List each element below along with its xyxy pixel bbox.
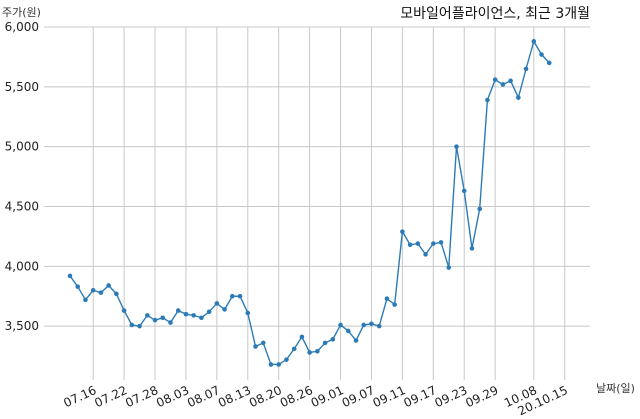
- x-axis-label: 날짜(일): [596, 381, 635, 395]
- data-point: [508, 78, 513, 84]
- data-point: [299, 334, 305, 340]
- grid: [44, 26, 590, 380]
- data-point: [431, 241, 436, 246]
- data-point: [315, 348, 320, 354]
- data-point: [121, 308, 127, 313]
- data-point: [175, 308, 181, 313]
- data-point: [206, 309, 212, 315]
- data-point: [152, 317, 158, 323]
- data-point: [423, 252, 428, 257]
- data-point: [539, 52, 544, 57]
- y-tick-label: 3,500: [5, 319, 39, 333]
- data-point: [222, 307, 227, 312]
- data-point: [369, 321, 374, 327]
- data-point: [438, 240, 444, 245]
- y-tick-label: 6,000: [5, 20, 39, 34]
- data-point: [531, 39, 537, 44]
- price-series: [67, 39, 552, 367]
- data-point: [291, 346, 297, 352]
- data-point: [75, 284, 81, 289]
- data-point: [98, 290, 104, 295]
- data-point: [137, 323, 142, 329]
- data-point: [168, 320, 173, 325]
- data-point: [461, 188, 467, 194]
- data-point: [523, 66, 529, 72]
- data-point: [237, 293, 243, 299]
- data-point: [83, 297, 88, 303]
- data-point: [392, 302, 397, 307]
- data-point: [129, 322, 135, 328]
- data-point: [191, 313, 196, 318]
- data-point: [307, 350, 312, 355]
- data-point: [485, 97, 490, 103]
- data-point: [454, 144, 459, 149]
- data-point: [67, 273, 73, 279]
- data-point: [338, 322, 343, 328]
- data-point: [415, 241, 421, 246]
- data-point: [516, 95, 521, 100]
- data-point: [260, 340, 266, 346]
- data-point: [106, 283, 111, 288]
- data-point: [361, 322, 367, 328]
- data-point: [477, 206, 482, 212]
- data-point: [384, 296, 390, 301]
- data-point: [407, 242, 413, 248]
- data-point: [353, 338, 359, 343]
- data-point: [376, 323, 382, 329]
- data-point: [276, 362, 282, 367]
- data-point: [330, 337, 336, 342]
- y-tick-label: 4,000: [5, 259, 39, 273]
- y-tick-label: 5,500: [5, 80, 39, 94]
- data-point: [145, 313, 150, 318]
- data-point: [90, 287, 96, 293]
- data-point: [345, 328, 351, 334]
- data-point: [268, 362, 274, 367]
- data-point: [446, 265, 452, 270]
- data-point: [469, 246, 475, 251]
- data-point: [400, 229, 405, 234]
- y-tick-label: 4,500: [5, 199, 39, 213]
- data-point: [322, 340, 328, 346]
- data-point: [253, 344, 258, 349]
- y-tick-label: 5,000: [5, 140, 39, 154]
- x-tick-label: 09.29: [463, 383, 500, 410]
- data-point: [230, 293, 235, 299]
- chart-title: 모바일어플라이언스, 최근 3개월: [400, 6, 590, 22]
- data-point: [114, 291, 119, 297]
- y-axis-label: 주가(원): [2, 6, 41, 19]
- data-point: [160, 315, 166, 321]
- data-point: [500, 82, 506, 87]
- data-point: [245, 310, 251, 316]
- data-point: [183, 311, 189, 317]
- x-axis-ticks: 07.1607.2207.2808.0308.0708.1308.2008.26…: [61, 383, 570, 418]
- y-axis-ticks: 3,500 4,000 4,500 5,000 5,500 6,000: [5, 20, 39, 333]
- data-point: [214, 301, 220, 306]
- data-point: [284, 357, 289, 362]
- data-point: [546, 60, 552, 66]
- data-point: [492, 77, 498, 82]
- data-point: [199, 315, 204, 321]
